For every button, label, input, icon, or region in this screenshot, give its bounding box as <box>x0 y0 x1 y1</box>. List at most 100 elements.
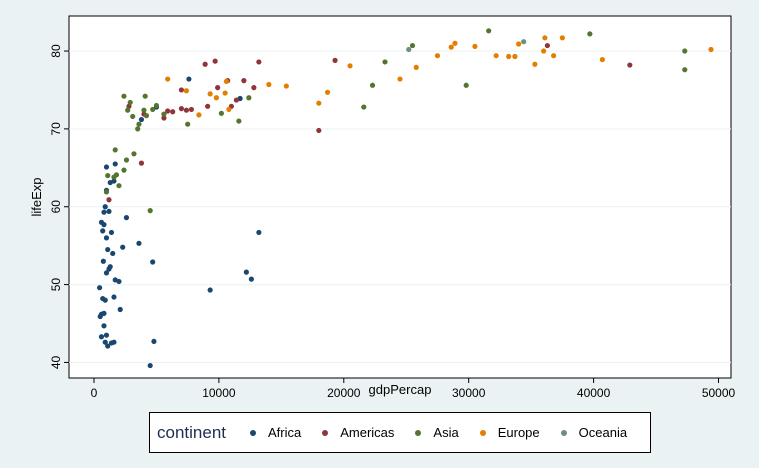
point-asia-32 <box>682 67 688 73</box>
y-tick-label-3: 70 <box>49 122 63 136</box>
point-africa-21 <box>117 306 123 313</box>
point-europe-16 <box>452 40 458 46</box>
point-africa-39 <box>147 362 153 369</box>
point-americas-21 <box>316 127 322 134</box>
point-europe-10 <box>324 89 331 95</box>
legend-title: continent <box>157 422 226 442</box>
point-africa-31 <box>106 208 112 215</box>
point-africa-15 <box>103 270 110 276</box>
point-asia-7 <box>125 107 131 113</box>
legend-item-oceania: Oceania <box>560 425 628 440</box>
point-asia-22 <box>236 118 242 124</box>
point-africa-27 <box>103 235 110 241</box>
point-europe-26 <box>559 35 565 41</box>
point-asia-4 <box>121 167 127 173</box>
point-africa-3 <box>97 285 103 291</box>
point-asia-15 <box>143 113 150 119</box>
x-tick-label-2: 20000 <box>327 386 361 400</box>
point-asia-31 <box>682 48 688 54</box>
legend-marker-asia <box>415 429 422 436</box>
y-tick-label-4: 80 <box>49 44 63 58</box>
point-africa-24 <box>100 228 106 234</box>
point-americas-24 <box>627 62 633 68</box>
point-oceania-1 <box>521 39 527 45</box>
point-americas-19 <box>251 85 257 91</box>
legend-item-africa: Africa <box>250 425 301 440</box>
legend: continent Africa Americas Asia Europe Oc… <box>149 412 651 453</box>
legend-marker-europe <box>479 429 486 436</box>
point-americas-12 <box>205 103 211 109</box>
point-africa-30 <box>102 204 108 210</box>
point-europe-7 <box>266 81 272 88</box>
point-europe-18 <box>493 53 499 59</box>
point-africa-38 <box>136 240 142 246</box>
point-asia-29 <box>486 28 492 34</box>
point-americas-8 <box>178 106 185 112</box>
point-asia-12 <box>136 121 142 127</box>
point-americas-10 <box>188 106 195 113</box>
point-americas-7 <box>178 87 185 93</box>
point-africa-35 <box>111 178 117 184</box>
point-asia-19 <box>161 111 167 117</box>
point-asia-28 <box>463 82 469 88</box>
point-africa-19 <box>116 278 122 285</box>
point-africa-28 <box>108 229 115 236</box>
point-asia-20 <box>185 121 191 127</box>
point-africa-22 <box>105 246 111 253</box>
point-asia-13 <box>141 107 147 113</box>
point-africa-41 <box>150 259 156 265</box>
point-africa-16 <box>107 264 113 270</box>
point-africa-8 <box>98 334 105 340</box>
point-africa-44 <box>248 276 254 282</box>
x-tick-label-0: 0 <box>91 386 98 400</box>
x-axis-title: gdpPercap <box>369 382 432 397</box>
point-europe-8 <box>283 83 289 89</box>
point-americas-23 <box>544 42 550 49</box>
legend-label-oceania: Oceania <box>578 425 628 440</box>
point-asia-16 <box>147 208 153 214</box>
point-europe-4 <box>213 95 219 101</box>
point-asia-11 <box>135 126 141 132</box>
point-americas-4 <box>161 115 167 121</box>
legend-marker-oceania <box>560 429 567 436</box>
x-tick-label-4: 40000 <box>577 386 611 400</box>
point-asia-30 <box>587 31 593 37</box>
point-asia-5 <box>121 93 127 99</box>
y-tick-label-2: 60 <box>49 200 63 214</box>
point-asia-2 <box>116 183 122 189</box>
point-asia-27 <box>409 42 416 49</box>
point-europe-22 <box>532 61 538 67</box>
point-europe-0 <box>165 76 171 82</box>
point-europe-23 <box>541 48 547 54</box>
legend-label-europe: Europe <box>497 425 540 440</box>
y-tick-label-1: 50 <box>49 278 63 292</box>
point-asia-1 <box>113 172 120 178</box>
point-europe-6 <box>226 106 232 113</box>
point-europe-1 <box>183 88 190 94</box>
point-asia-9 <box>130 113 136 120</box>
legend-marker-americas <box>322 429 329 436</box>
point-europe-29 <box>223 78 229 84</box>
point-asia-18 <box>153 102 160 109</box>
point-asia-10 <box>131 151 137 157</box>
point-asia-3 <box>112 147 118 153</box>
point-europe-3 <box>207 91 213 97</box>
point-europe-5 <box>222 90 228 96</box>
point-africa-17 <box>110 250 116 257</box>
legend-item-europe: Europe <box>479 425 540 440</box>
point-africa-5 <box>102 297 108 303</box>
point-asia-23 <box>246 95 252 101</box>
legend-label-asia: Asia <box>433 425 459 440</box>
point-europe-17 <box>472 43 478 49</box>
point-africa-40 <box>151 338 157 345</box>
point-europe-13 <box>413 64 419 70</box>
point-americas-11 <box>202 61 208 67</box>
point-americas-17 <box>233 97 239 103</box>
point-asia-21 <box>218 110 224 116</box>
point-asia-25 <box>369 82 376 88</box>
point-africa-23 <box>120 244 126 250</box>
point-africa-26 <box>101 222 107 228</box>
point-europe-27 <box>599 56 605 63</box>
legend-label-americas: Americas <box>340 425 395 440</box>
